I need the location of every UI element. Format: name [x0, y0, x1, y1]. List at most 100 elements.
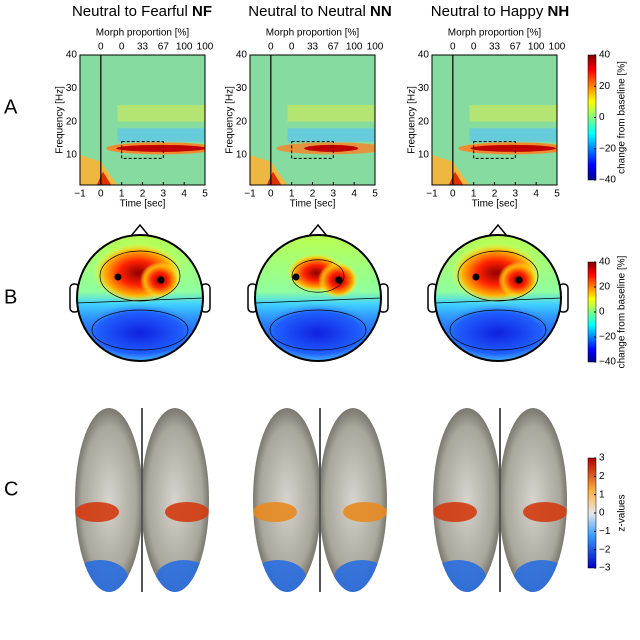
contour	[435, 297, 561, 304]
top-tick-label: 0	[450, 42, 456, 53]
x-axis-label: Time [sec]	[472, 199, 518, 210]
contour	[99, 250, 181, 302]
colorbar-tick: 0	[599, 508, 605, 519]
colorbar-tick: −40	[599, 175, 616, 186]
x-tick-label: 5	[202, 189, 208, 200]
tf-band	[117, 128, 205, 142]
nose	[488, 223, 508, 237]
activation	[75, 502, 119, 522]
title-text: Neutral to Happy	[431, 3, 544, 20]
activation	[253, 502, 297, 522]
tf-plot: −1 0 1 2 3 4 5 0 0 33 67 100 100 10 20 30 40 Time [sec] Mo…	[225, 28, 384, 210]
x-tick-label: 4	[351, 189, 357, 200]
top-tick-label: 33	[489, 42, 501, 53]
hemisphere	[141, 408, 209, 592]
tf-plot: −1 0 1 2 3 4 5 0 0 33 67 100 100 10 20 30 40 Time [sec] Mo…	[407, 28, 566, 210]
colorbar-tick: −20	[599, 143, 616, 154]
top-tick-label: 0	[471, 42, 477, 53]
topo-cold	[436, 303, 560, 361]
colorbar-tick: 3	[599, 453, 605, 464]
contour	[77, 297, 203, 304]
top-tick-label: 100	[346, 42, 363, 53]
y-tick-label: 20	[418, 116, 430, 127]
activation	[514, 560, 567, 592]
row-label: B	[4, 286, 17, 308]
topomap	[247, 223, 389, 362]
activation	[433, 502, 477, 522]
brain	[433, 408, 567, 592]
head	[434, 234, 562, 362]
tf-band	[287, 105, 375, 122]
tf-band	[287, 128, 375, 142]
contour	[457, 250, 539, 302]
brain	[75, 408, 209, 592]
title-code: NF	[192, 3, 212, 20]
window	[291, 141, 334, 159]
electrode	[335, 276, 343, 284]
top-tick-label: 100	[197, 42, 214, 53]
tf-low	[432, 155, 470, 185]
tf-low	[80, 155, 118, 185]
tf-band	[469, 105, 557, 122]
activation	[165, 502, 209, 522]
y-tick-label: 10	[418, 150, 430, 161]
y-tick-label: 40	[66, 50, 78, 61]
topomap	[69, 223, 211, 362]
contour	[91, 309, 189, 351]
brain	[253, 408, 387, 592]
x-tick-label: 0	[268, 189, 274, 200]
contour	[255, 297, 381, 304]
colorbar-tick: 0	[599, 307, 605, 318]
topo-image	[77, 235, 203, 361]
row-label: C	[4, 478, 18, 500]
colorbar-tick: −1	[599, 526, 611, 537]
activation	[433, 560, 486, 592]
tf-plot: −1 0 1 2 3 4 5 0 0 33 67 100 100 10 20 30 40 Time [sec] Mo…	[55, 28, 214, 210]
title-code: NH	[548, 3, 570, 20]
x-tick-label: 4	[533, 189, 539, 200]
title-text: Neutral to Neutral	[248, 3, 366, 20]
top-tick-label: 0	[98, 42, 104, 53]
y-tick-label: 10	[66, 150, 78, 161]
top-tick-label: 0	[289, 42, 295, 53]
y-tick-label: 20	[236, 116, 248, 127]
top-axis-label: Morph proportion [%]	[96, 28, 190, 39]
hemisphere	[75, 408, 143, 592]
tf-band	[117, 105, 205, 122]
colorbar-tick: 0	[599, 112, 605, 123]
colorbar-label: z-values	[617, 494, 628, 531]
electrode	[114, 273, 122, 281]
tf-low	[250, 155, 288, 185]
y-tick-label: 30	[236, 83, 248, 94]
x-tick-label: 3	[331, 189, 337, 200]
top-axis-label: Morph proportion [%]	[266, 28, 360, 39]
hemisphere	[433, 408, 501, 592]
x-tick-label: 4	[181, 189, 187, 200]
electrode	[157, 276, 165, 284]
tf-alpha-core	[470, 144, 556, 152]
top-tick-label: 33	[137, 42, 149, 53]
hemisphere	[499, 408, 567, 592]
colorbar-label: change from baseline [%]	[617, 61, 628, 174]
column-title: Neutral to Fearful NF	[72, 3, 212, 20]
x-tick-label: 2	[310, 189, 316, 200]
x-tick-label: 1	[119, 189, 125, 200]
y-tick-label: 20	[66, 116, 78, 127]
top-tick-label: 0	[268, 42, 274, 53]
y-axis-label: Frequency [Hz]	[225, 86, 236, 154]
y-tick-label: 10	[236, 150, 248, 161]
x-tick-label: 3	[513, 189, 519, 200]
x-tick-label: −1	[74, 189, 86, 200]
x-tick-label: 2	[492, 189, 498, 200]
head	[254, 234, 382, 362]
colorbar-tick: 1	[599, 489, 605, 500]
colorbar-tick: −3	[599, 563, 611, 574]
title-code: NN	[370, 3, 392, 20]
colorbar-tick: 40	[599, 257, 611, 268]
x-tick-label: −1	[244, 189, 256, 200]
window	[121, 141, 164, 159]
colorbar-tick: 20	[599, 282, 611, 293]
top-tick-label: 100	[367, 42, 384, 53]
activation	[343, 502, 387, 522]
